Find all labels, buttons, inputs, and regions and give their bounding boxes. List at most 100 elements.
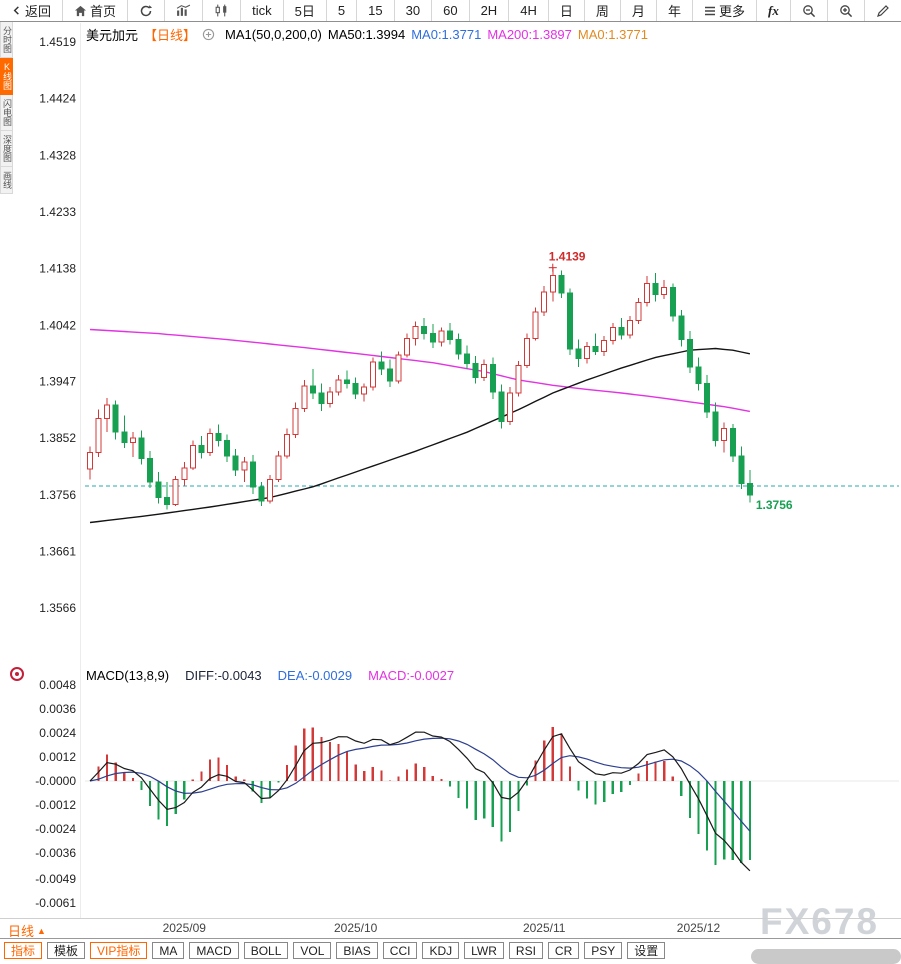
- home-icon: [74, 5, 87, 16]
- period-button-60[interactable]: 60: [432, 0, 470, 21]
- back-button[interactable]: 返回: [0, 0, 64, 21]
- indicator-tabbar: 指标 模板 VIP指标 MA MACD BOLL VOL BIAS CCI KD…: [0, 938, 901, 961]
- chevron-left-icon: [13, 6, 19, 15]
- period-button-tick[interactable]: tick: [241, 0, 284, 21]
- svg-text:1.4328: 1.4328: [39, 148, 76, 162]
- ma200-value: MA200:1.3897: [487, 27, 572, 42]
- period-label-month: 月: [631, 4, 645, 19]
- pencil-icon: [876, 4, 889, 17]
- svg-text:1.4519: 1.4519: [39, 35, 76, 49]
- svg-text:-0.0000: -0.0000: [35, 774, 76, 788]
- indicator-settings-icon[interactable]: [10, 667, 24, 681]
- tab-indicator[interactable]: 指标: [4, 942, 43, 959]
- tab-boll[interactable]: BOLL: [243, 942, 289, 959]
- period-button-5[interactable]: 5: [327, 0, 358, 21]
- svg-text:-0.0036: -0.0036: [35, 846, 76, 860]
- period-button-2h[interactable]: 2H: [470, 0, 510, 21]
- svg-text:2025/11: 2025/11: [523, 921, 566, 935]
- period-button-week[interactable]: 周: [585, 0, 621, 21]
- svg-text:1.4424: 1.4424: [39, 91, 76, 105]
- sidebar-tab-draw[interactable]: 画线: [0, 167, 13, 194]
- svg-text:1.3756: 1.3756: [39, 488, 76, 502]
- period-tag: 【日线】: [144, 28, 197, 43]
- ma-settings-label: MA1(50,0,200,0): [225, 27, 322, 42]
- draw-button[interactable]: [865, 0, 901, 21]
- period-label-week: 周: [595, 4, 609, 19]
- more-button[interactable]: 更多: [693, 0, 758, 21]
- ma0-value-orange: MA0:1.3771: [577, 27, 649, 42]
- period-label-15: 15: [368, 3, 383, 18]
- sidebar-tab-depth-chart[interactable]: 深度图: [0, 131, 13, 167]
- period-button-year[interactable]: 年: [657, 0, 693, 21]
- macd-dea-value: DEA:-0.0029: [277, 668, 353, 683]
- refresh-icon: [140, 4, 153, 16]
- refresh-button[interactable]: [128, 0, 166, 21]
- tab-settings[interactable]: 设置: [627, 942, 666, 959]
- candle-chart-type-button[interactable]: [203, 0, 242, 21]
- svg-text:2025/12: 2025/12: [677, 921, 721, 935]
- tab-cr[interactable]: CR: [547, 942, 580, 959]
- bar-line-chart-icon: [176, 4, 191, 16]
- macd-macd-value: MACD:-0.0027: [368, 668, 455, 683]
- tab-rsi[interactable]: RSI: [508, 942, 543, 959]
- period-label-day: 日: [559, 4, 573, 19]
- magnifier-minus-icon: [803, 4, 816, 17]
- svg-text:1.3661: 1.3661: [39, 545, 76, 559]
- tab-vol[interactable]: VOL: [293, 942, 332, 959]
- toolbar: 返回 首页 tick 5日 5 15 30 60 2H 4H 日 周 月 年 更…: [0, 0, 901, 22]
- tab-ma[interactable]: MA: [152, 942, 185, 959]
- period-button-30[interactable]: 30: [395, 0, 433, 21]
- candlestick-icon: [215, 4, 227, 17]
- magnifier-plus-icon: [840, 4, 853, 17]
- home-label: 首页: [90, 4, 117, 19]
- tab-template[interactable]: 模板: [47, 942, 86, 959]
- svg-text:0.0024: 0.0024: [39, 726, 76, 740]
- zoom-out-button[interactable]: [791, 0, 828, 21]
- fx-indicator-button[interactable]: fx: [757, 0, 791, 21]
- svg-text:-0.0049: -0.0049: [35, 872, 76, 886]
- period-button-5d[interactable]: 5日: [284, 0, 327, 21]
- sidebar-tab-lightning-chart[interactable]: 闪电图: [0, 95, 13, 131]
- period-label-5: 5: [337, 3, 346, 18]
- chart-header: 美元加元 【日线】 MA1(50,0,200,0) MA50:1.3994 MA…: [86, 25, 648, 44]
- tab-cci[interactable]: CCI: [382, 942, 418, 959]
- period-label-tick: tick: [252, 3, 272, 18]
- symbol-name: 美元加元: [86, 28, 139, 43]
- tab-psy[interactable]: PSY: [584, 942, 623, 959]
- svg-text:0.0012: 0.0012: [39, 750, 76, 764]
- zoom-in-button[interactable]: [828, 0, 865, 21]
- home-button[interactable]: 首页: [63, 0, 129, 21]
- macd-header: MACD(13,8,9) DIFF:-0.0043 DEA:-0.0029 MA…: [86, 668, 454, 683]
- back-label: 返回: [25, 4, 52, 19]
- svg-text:1.4139: 1.4139: [549, 250, 586, 264]
- triangle-up-icon: ▲: [37, 925, 46, 936]
- tab-kdj[interactable]: KDJ: [422, 942, 460, 959]
- hamburger-menu-icon: [704, 6, 715, 15]
- period-button-15[interactable]: 15: [357, 0, 395, 21]
- period-button-4h[interactable]: 4H: [509, 0, 549, 21]
- circle-plus-icon[interactable]: [202, 28, 215, 41]
- tab-vip-indicator[interactable]: VIP指标: [90, 942, 148, 959]
- current-period-selector[interactable]: 日线 ▲: [8, 921, 46, 940]
- period-label-year: 年: [667, 4, 681, 19]
- period-label-30: 30: [405, 3, 421, 18]
- macd-diff-value: DIFF:-0.0043: [185, 668, 262, 683]
- tab-macd[interactable]: MACD: [189, 942, 239, 959]
- period-label-4h: 4H: [520, 3, 537, 18]
- period-button-day[interactable]: 日: [549, 0, 585, 21]
- svg-text:0.0048: 0.0048: [39, 678, 76, 692]
- period-button-month[interactable]: 月: [621, 0, 657, 21]
- fx678-watermark: FX678: [760, 901, 880, 942]
- period-label-5d: 5日: [294, 4, 315, 19]
- horizontal-scrollbar-thumb[interactable]: [751, 949, 901, 964]
- svg-text:2025/09: 2025/09: [163, 921, 207, 935]
- line-chart-type-button[interactable]: [165, 0, 204, 21]
- tab-bias[interactable]: BIAS: [336, 942, 378, 959]
- sidebar-tab-time-chart[interactable]: 分时图: [0, 22, 13, 58]
- sidebar-tab-candle-chart[interactable]: K线图: [0, 58, 13, 95]
- tab-lwr[interactable]: LWR: [464, 942, 504, 959]
- svg-text:1.3566: 1.3566: [39, 601, 76, 615]
- svg-text:-0.0012: -0.0012: [35, 798, 76, 812]
- svg-text:1.3947: 1.3947: [39, 375, 76, 389]
